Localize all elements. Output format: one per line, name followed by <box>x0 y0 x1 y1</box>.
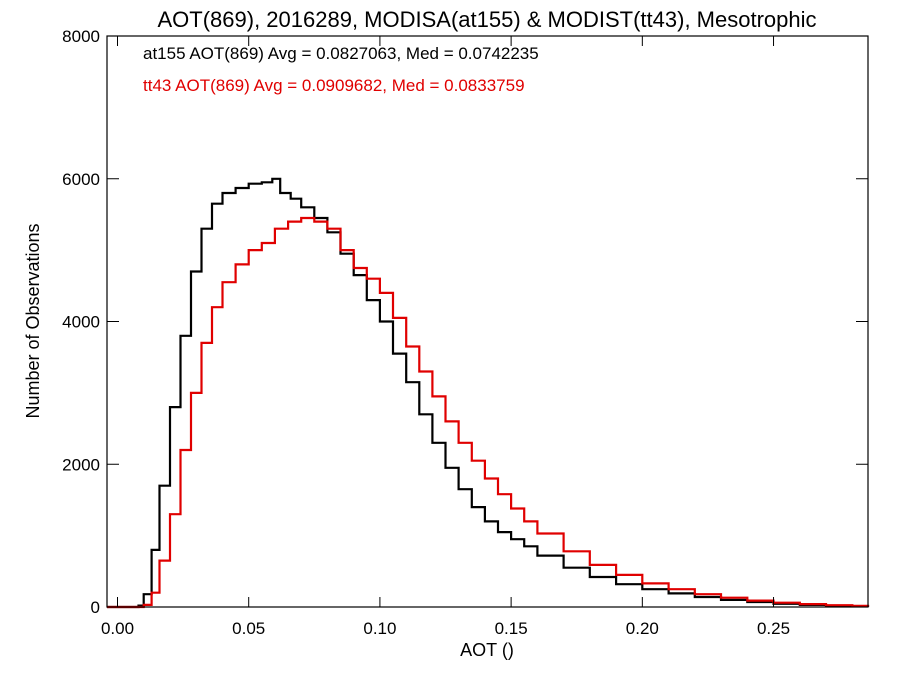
y-tick-label: 4000 <box>62 313 100 332</box>
x-tick-label: 0.00 <box>101 619 134 638</box>
y-tick-label: 0 <box>91 598 100 617</box>
annotation-at155: at155 AOT(869) Avg = 0.0827063, Med = 0.… <box>143 44 539 63</box>
y-axis-label: Number of Observations <box>23 223 43 418</box>
annotation-tt43: tt43 AOT(869) Avg = 0.0909682, Med = 0.0… <box>143 76 525 95</box>
series-line-1 <box>107 216 870 609</box>
series-line-0 <box>107 177 870 609</box>
plot-series <box>107 177 870 609</box>
x-tick-label: 0.15 <box>495 619 528 638</box>
x-tick-label: 0.20 <box>626 619 659 638</box>
x-tick-label: 0.05 <box>232 619 265 638</box>
chart-title: AOT(869), 2016289, MODISA(at155) & MODIS… <box>157 7 816 32</box>
y-tick-label: 2000 <box>62 455 100 474</box>
x-axis-label: AOT () <box>460 640 514 660</box>
y-tick-label: 8000 <box>62 27 100 46</box>
y-axis: 0 2000 4000 6000 8000 <box>62 27 868 617</box>
x-tick-label: 0.25 <box>757 619 790 638</box>
x-tick-label: 0.10 <box>363 619 396 638</box>
x-axis: 0.00 0.05 0.10 0.15 0.20 0.25 <box>101 36 790 638</box>
y-tick-label: 6000 <box>62 170 100 189</box>
